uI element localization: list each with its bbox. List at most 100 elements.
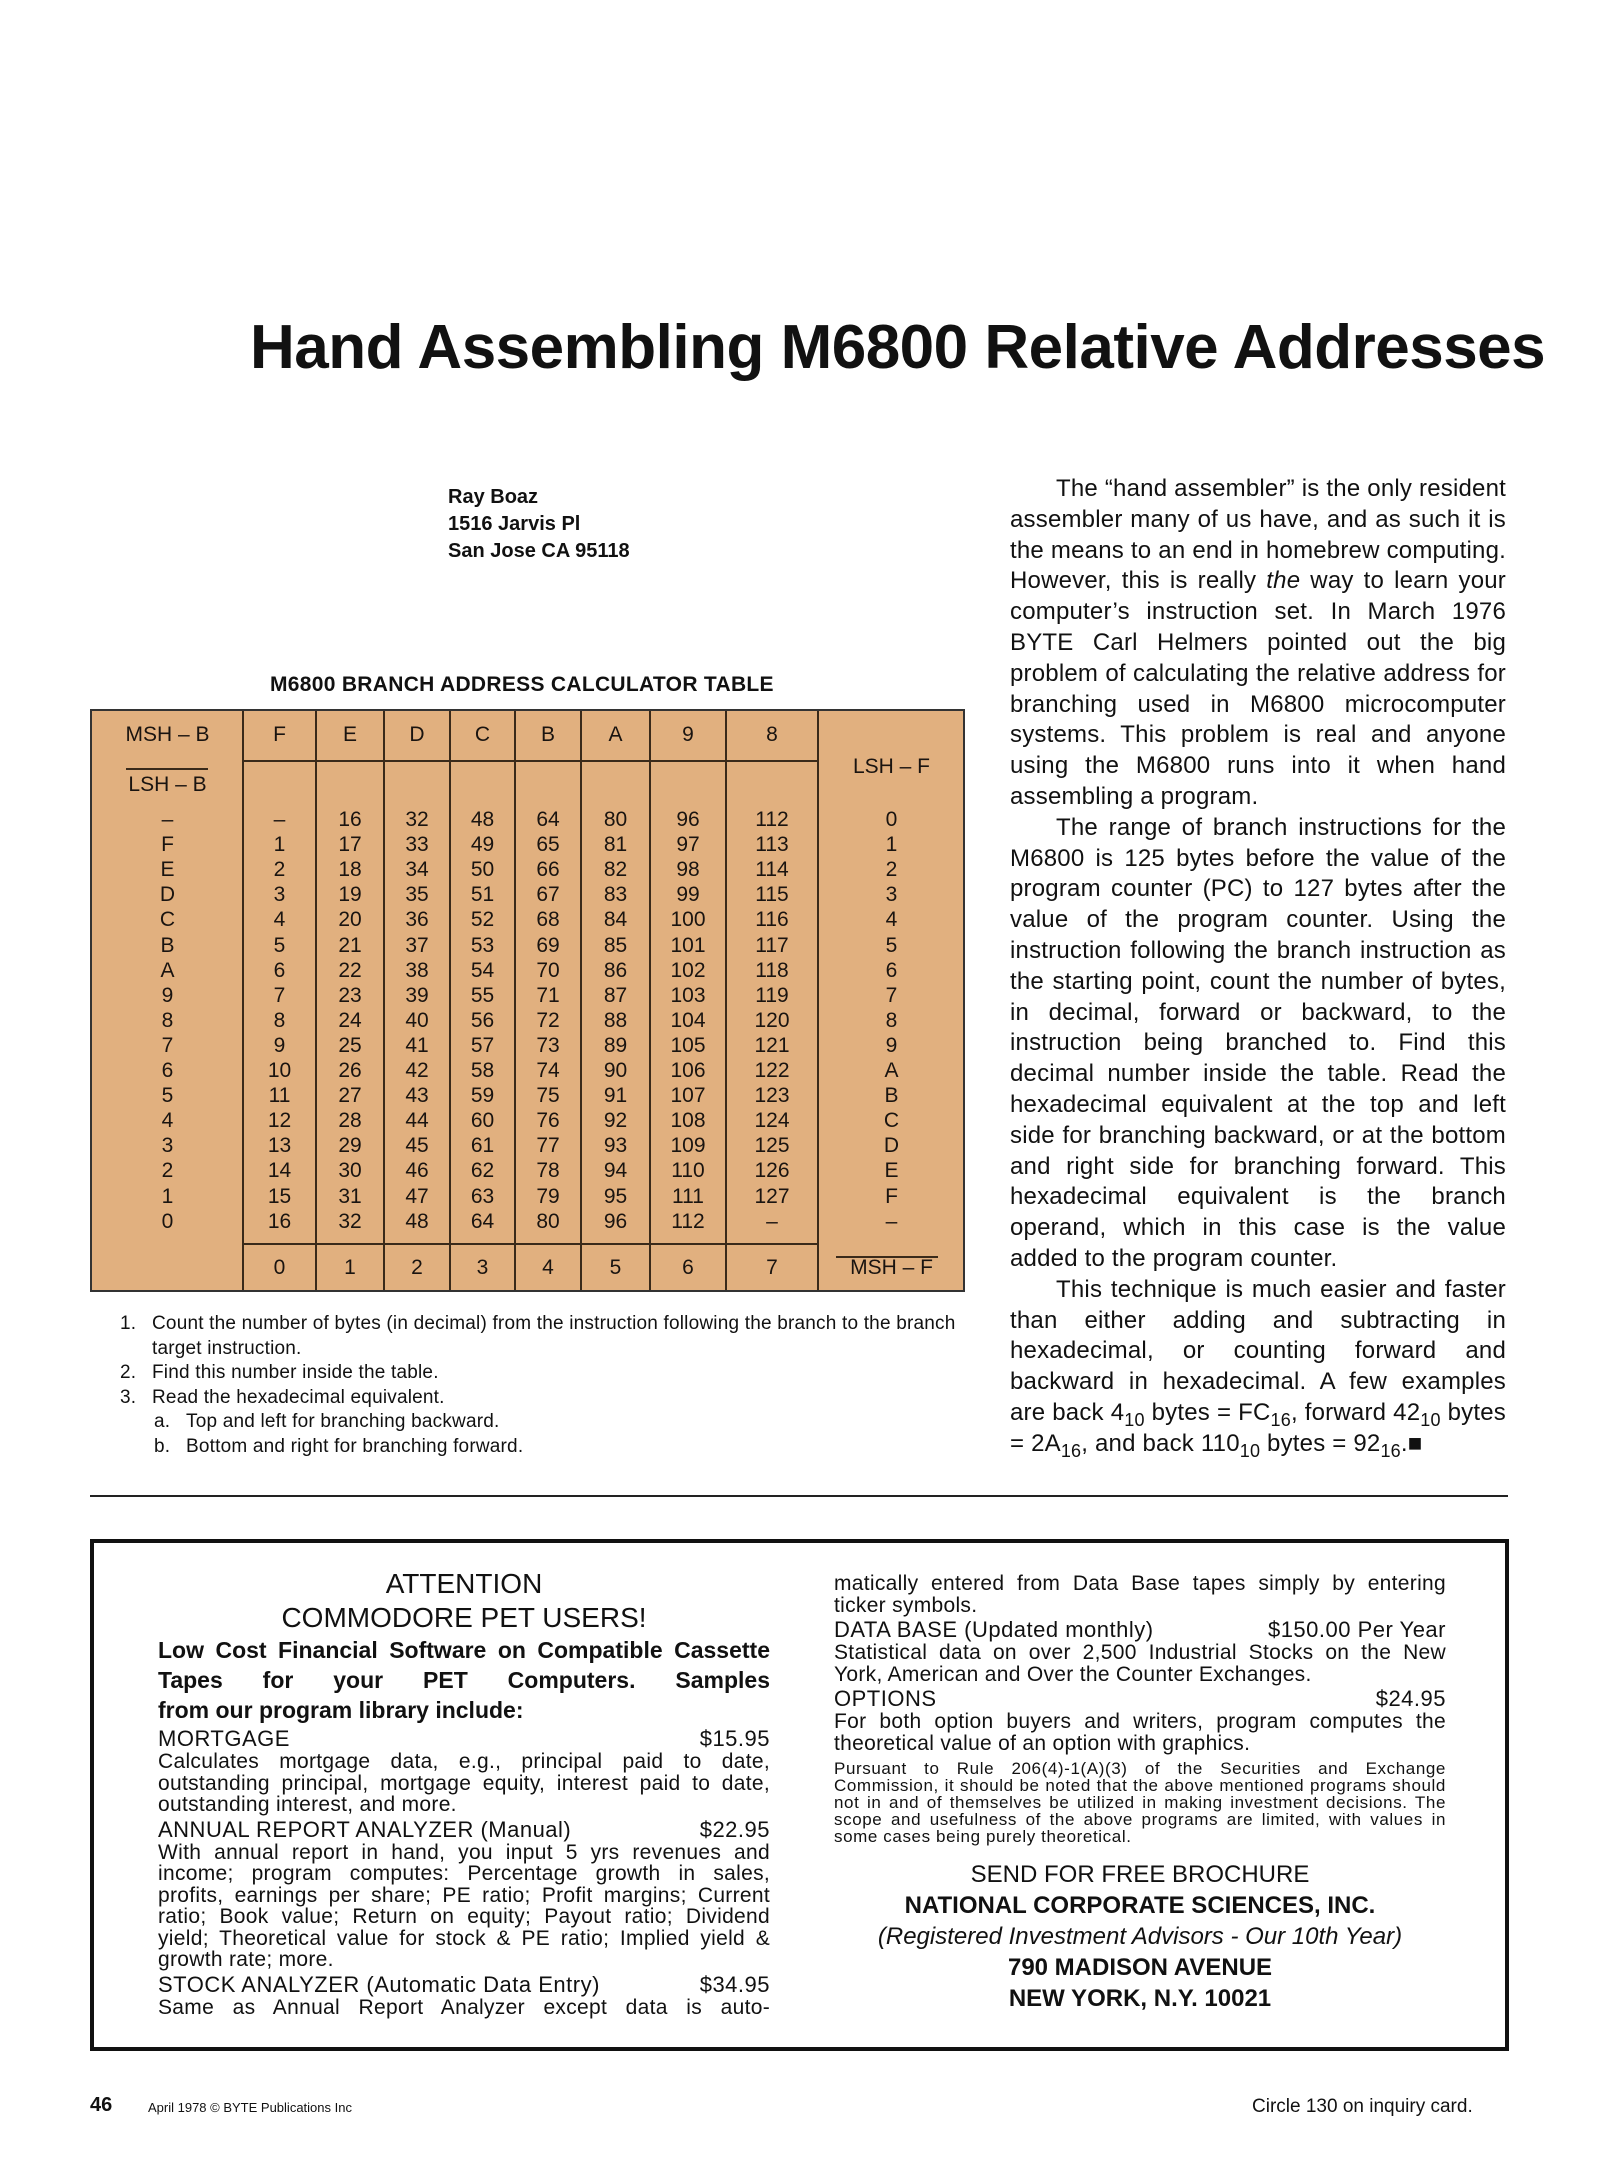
product-name: DATA BASE (Updated monthly): [834, 1617, 1154, 1642]
table-cell: 115: [755, 883, 789, 907]
sub-instruction-item: b. Bottom and right for branching forward…: [120, 1435, 960, 1460]
table-cell: 96: [676, 808, 700, 831]
table-cell: 114: [755, 858, 789, 882]
table-cell: 49: [470, 833, 495, 857]
inquiry-note: Circle 130 on inquiry card.: [1252, 2096, 1473, 2117]
company-tagline: (Registered Investment Advisors - Our 10…: [877, 1923, 1403, 1950]
top-header: D: [409, 723, 425, 746]
page-number: 46: [90, 2094, 113, 2116]
product-description: With annual report in hand, you input 5 …: [158, 1840, 770, 1971]
left-hex-label: 9: [161, 983, 174, 1007]
left-hex-label: E: [160, 858, 175, 882]
brochure-offer: SEND FOR FREE BROCHURE: [970, 1861, 1310, 1888]
bottom-header: 5: [609, 1256, 622, 1279]
table-cell: 61: [470, 1134, 495, 1158]
text-run: .■: [1400, 1429, 1423, 1457]
table-cell: 125: [754, 1134, 790, 1158]
instructions-list: 1. Count the number of bytes (in decimal)…: [120, 1312, 960, 1459]
table-cell: 9: [273, 1033, 286, 1057]
table-cell: 105: [670, 1033, 706, 1057]
table-cell: 74: [536, 1059, 560, 1082]
table-cell: 70: [536, 958, 560, 982]
right-hex-label: E: [884, 1159, 899, 1183]
instruction-number: 1.: [120, 1313, 137, 1334]
table-cell: 33: [405, 833, 429, 857]
table-cell: 95: [603, 1184, 628, 1208]
table-cell: 48: [405, 1209, 429, 1233]
table-cell: 83: [603, 883, 628, 907]
product-name: MORTGAGE: [158, 1726, 290, 1751]
table-cell: 42: [405, 1059, 429, 1082]
table-cell: 76: [536, 1109, 560, 1133]
table-cell: 69: [536, 933, 560, 957]
product-description: Same as Annual Report Analyzer except da…: [158, 1995, 770, 2019]
left-hex-label: –: [161, 808, 174, 831]
ad-intro: from our program library include:: [158, 1697, 524, 1723]
table-cell: 10: [267, 1059, 292, 1082]
table-cell: 7: [273, 983, 286, 1007]
table-cell: 26: [338, 1059, 362, 1082]
column-divider: [817, 711, 819, 1290]
text-run: , and back 110: [1081, 1429, 1240, 1457]
company-name: NATIONAL CORPORATE SCIENCES, INC.: [904, 1892, 1376, 1919]
ad-right-column: matically entered from Data Base tapes s…: [834, 1573, 1446, 2014]
table-cell: 89: [603, 1033, 628, 1057]
right-hex-label: 2: [885, 858, 898, 882]
product-line: OPTIONS $24.95: [834, 1687, 1446, 1711]
top-header: C: [474, 723, 491, 746]
subscript: 10: [1239, 1440, 1261, 1461]
table-cell: 126: [754, 1159, 790, 1183]
instruction-text: Read the hexadecimal equivalent.: [152, 1386, 445, 1408]
table-cell: 86: [603, 958, 628, 982]
table-cell: 80: [603, 808, 628, 831]
table-cell: 15: [267, 1184, 292, 1208]
left-hex-label: 2: [161, 1159, 174, 1183]
text-run: bytes = 92: [1260, 1429, 1381, 1457]
product-description: matically entered from Data Base tapes s…: [834, 1572, 1446, 1617]
table-cell: 84: [603, 908, 628, 932]
product-price: $150.00 Per Year: [1267, 1617, 1446, 1642]
paragraph: The range of branch instructions for the…: [1010, 813, 1506, 1272]
ad-left-column: ATTENTION COMMODORE PET USERS! Low Cost …: [158, 1567, 770, 2018]
table-cell: 62: [470, 1159, 495, 1183]
left-hex-label: 7: [161, 1033, 174, 1057]
table-cell: 59: [470, 1084, 495, 1108]
table-cell: 110: [671, 1159, 705, 1183]
right-hex-label: 1: [885, 833, 898, 857]
table-cell: 54: [470, 958, 495, 982]
table-cell: 127: [754, 1184, 790, 1208]
table-cell: 44: [405, 1109, 429, 1133]
table-cell: 119: [755, 983, 789, 1007]
left-hex-label: 3: [161, 1134, 174, 1158]
product-line: DATA BASE (Updated monthly) $150.00 Per Y…: [834, 1618, 1446, 1642]
left-hex-label: 1: [161, 1184, 174, 1208]
text-run: bytes = 2A: [1010, 1398, 1506, 1457]
table-cell: 8: [273, 1008, 286, 1032]
ad-intro: Low Cost Financial Software on Compatibl…: [158, 1637, 770, 1693]
table-cell: 103: [670, 983, 706, 1007]
table-cell: 16: [338, 808, 362, 831]
table-cell: 3: [273, 883, 286, 907]
product-description: Statistical data on over 2,500 Industria…: [834, 1641, 1446, 1686]
table-cell: 50: [470, 858, 495, 882]
table-cell: 48: [470, 808, 495, 831]
product-line: MORTGAGE $15.95: [158, 1727, 770, 1751]
table-cell: 96: [603, 1209, 628, 1233]
company-street: 790 MADISON AVENUE: [1007, 1954, 1273, 1981]
table-cell: 118: [755, 958, 789, 982]
table-cell: 75: [536, 1084, 560, 1108]
bottom-header: 3: [476, 1256, 489, 1279]
table-cell: –: [766, 1209, 778, 1233]
ad-heading: ATTENTION: [385, 1568, 543, 1599]
product-description: For both option buyers and writers, prog…: [834, 1710, 1446, 1755]
table-caption: M6800 BRANCH ADDRESS CALCULATOR TABLE: [270, 673, 774, 696]
instruction-number: 2.: [120, 1362, 137, 1383]
table-cell: 23: [338, 983, 362, 1007]
msh-f-label: MSH – F: [850, 1256, 933, 1279]
table-cell: 36: [405, 908, 429, 932]
instruction-text: Bottom and right for branching forward.: [186, 1435, 524, 1457]
right-hex-label: 6: [885, 958, 898, 982]
table-cell: 124: [754, 1109, 790, 1133]
table-cell: 98: [676, 858, 700, 882]
instruction-text: Find this number inside the table.: [152, 1362, 439, 1383]
